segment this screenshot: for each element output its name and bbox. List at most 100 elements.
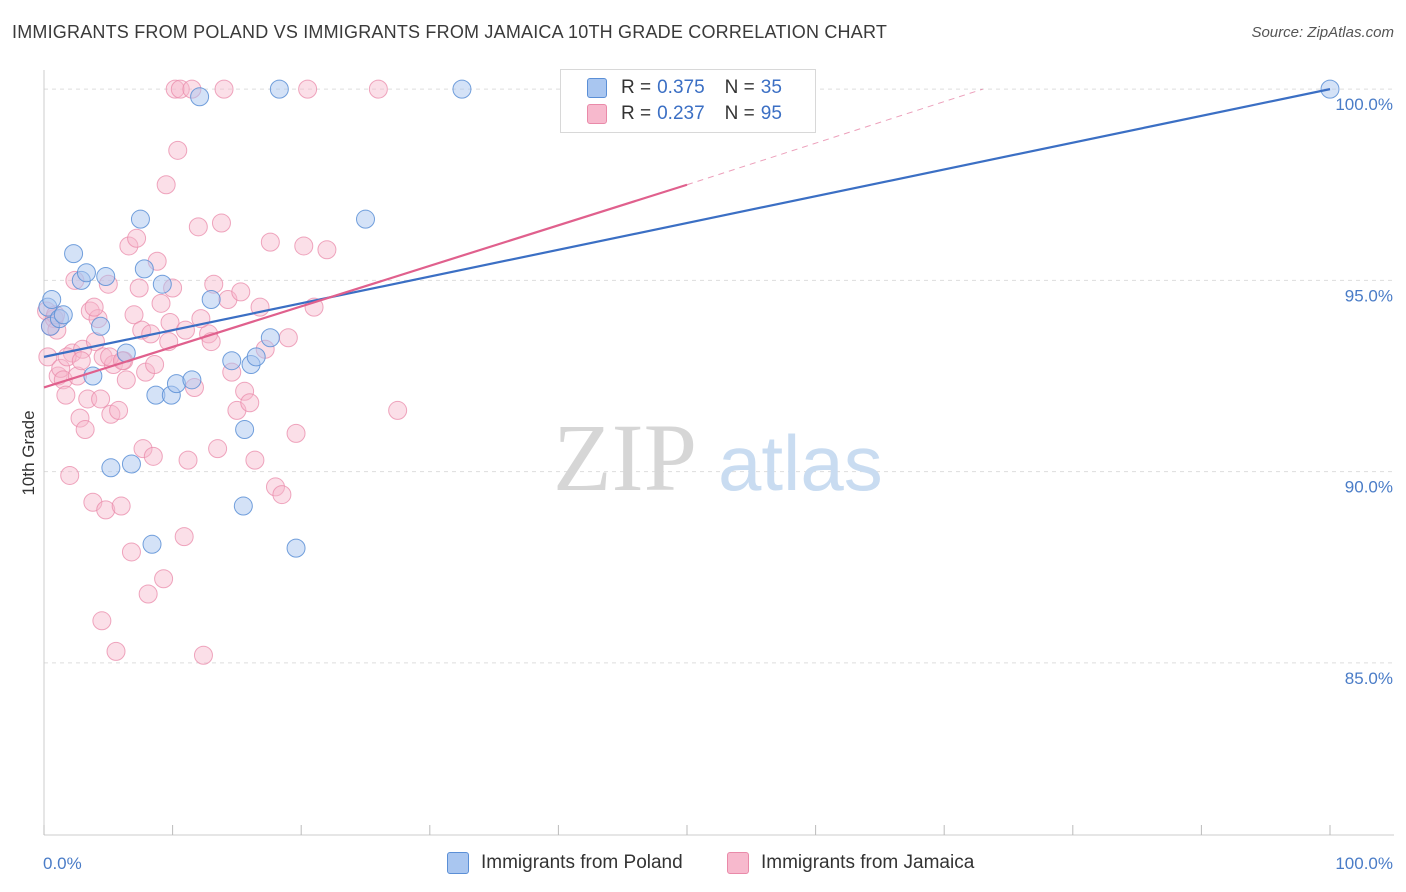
poland-point (91, 316, 111, 336)
legend-item-poland[interactable]: Immigrants from Poland (447, 852, 683, 874)
jamaica-points (37, 79, 408, 665)
poland-n-value: 35 (760, 77, 782, 98)
jamaica-point (71, 351, 91, 371)
poland-point (235, 420, 255, 440)
jamaica-trend-line (43, 183, 688, 389)
jamaica-point (111, 496, 131, 516)
jamaica-point (143, 446, 163, 466)
jamaica-point (368, 79, 388, 99)
poland-point (182, 370, 202, 390)
jamaica-point (235, 381, 255, 401)
poland-trend-line (43, 88, 1331, 358)
jamaica-point (138, 584, 158, 604)
jamaica-point (121, 542, 141, 562)
poland-point (246, 347, 266, 367)
legend-item-jamaica[interactable]: Immigrants from Jamaica (727, 852, 974, 874)
jamaica-point (211, 213, 231, 233)
jamaica-point (298, 79, 318, 99)
jamaica-point (151, 293, 171, 313)
jamaica-point (106, 641, 126, 661)
poland-point (121, 454, 141, 474)
jamaica-point (168, 140, 188, 160)
jamaica-point (208, 439, 228, 459)
jamaica-point (75, 420, 95, 440)
jamaica-point (133, 439, 153, 459)
y-tick-label: 95.0% (1345, 286, 1393, 305)
poland-legend-label: Immigrants from Poland (481, 852, 683, 873)
y-tick-label: 90.0% (1345, 478, 1393, 497)
poland-point (269, 79, 289, 99)
jamaica-point (154, 569, 174, 589)
jamaica-point (124, 305, 144, 325)
jamaica-legend-swatch (727, 852, 749, 874)
poland-point (356, 209, 375, 229)
jamaica-point (188, 217, 208, 237)
jamaica-point (145, 355, 165, 375)
legend-row-poland: R = 0.375 N = 35 (587, 76, 782, 100)
jamaica-point (272, 485, 292, 505)
watermark-atlas: atlas (718, 419, 883, 507)
poland-point (134, 259, 154, 279)
poland-point (142, 534, 162, 554)
jamaica-point (70, 408, 90, 428)
poland-n-label: N = (724, 77, 755, 98)
jamaica-r-label: R = (621, 103, 652, 124)
jamaica-point (245, 450, 265, 470)
watermark-zip: ZIP (553, 404, 697, 511)
jamaica-point (84, 297, 104, 317)
poland-r-value: 0.375 (657, 77, 705, 98)
jamaica-trend-extension (686, 88, 983, 186)
jamaica-point (388, 400, 408, 420)
series-legend: Immigrants from Poland Immigrants from J… (0, 852, 1406, 878)
jamaica-point (199, 324, 219, 344)
poland-point (152, 274, 172, 294)
poland-point (64, 244, 84, 264)
jamaica-point (93, 347, 113, 367)
poland-point (76, 263, 96, 283)
jamaica-point (175, 320, 195, 340)
poland-point (222, 351, 242, 371)
jamaica-point (91, 389, 111, 409)
correlation-legend: R = 0.375 N = 35 R = 0.237 N = 95 (560, 69, 816, 133)
legend-row-jamaica: R = 0.237 N = 95 (587, 102, 782, 126)
jamaica-point (278, 328, 298, 348)
jamaica-point (317, 240, 337, 260)
jamaica-point (116, 370, 136, 390)
jamaica-point (109, 400, 129, 420)
jamaica-legend-label: Immigrants from Jamaica (761, 852, 975, 873)
jamaica-point (96, 500, 116, 520)
jamaica-point (231, 282, 251, 302)
jamaica-point (265, 477, 285, 497)
jamaica-point (240, 393, 260, 413)
jamaica-point (119, 236, 139, 256)
x-tick-label-max: 100.0% (1335, 854, 1393, 873)
jamaica-point (178, 450, 198, 470)
jamaica-point (294, 236, 314, 256)
poland-r-label: R = (621, 77, 652, 98)
y-tick-label: 100.0% (1335, 95, 1393, 114)
poland-point (452, 79, 472, 99)
jamaica-point (286, 423, 306, 443)
poland-point (130, 209, 150, 229)
poland-legend-swatch (447, 852, 469, 874)
jamaica-n-value: 95 (760, 103, 782, 124)
jamaica-n-label: N = (724, 103, 755, 124)
poland-point (201, 290, 221, 309)
chart-title: IMMIGRANTS FROM POLAND VS IMMIGRANTS FRO… (12, 22, 888, 42)
jamaica-point (60, 465, 80, 485)
axis-labels: 85.0% 90.0% 95.0% 100.0% 0.0% 100.0% 10th Grad… (19, 95, 1393, 873)
poland-point (286, 538, 306, 558)
poland-point (190, 87, 210, 107)
jamaica-r-value: 0.237 (657, 103, 705, 124)
poland-point (260, 328, 280, 348)
watermark: ZIP atlas (553, 404, 883, 511)
poland-swatch (587, 78, 607, 98)
jamaica-point (214, 79, 234, 99)
poland-point (96, 267, 116, 287)
jamaica-swatch (587, 104, 607, 124)
jamaica-point (174, 527, 194, 547)
jamaica-point (56, 385, 76, 405)
jamaica-point (127, 228, 147, 248)
jamaica-point (53, 370, 73, 390)
